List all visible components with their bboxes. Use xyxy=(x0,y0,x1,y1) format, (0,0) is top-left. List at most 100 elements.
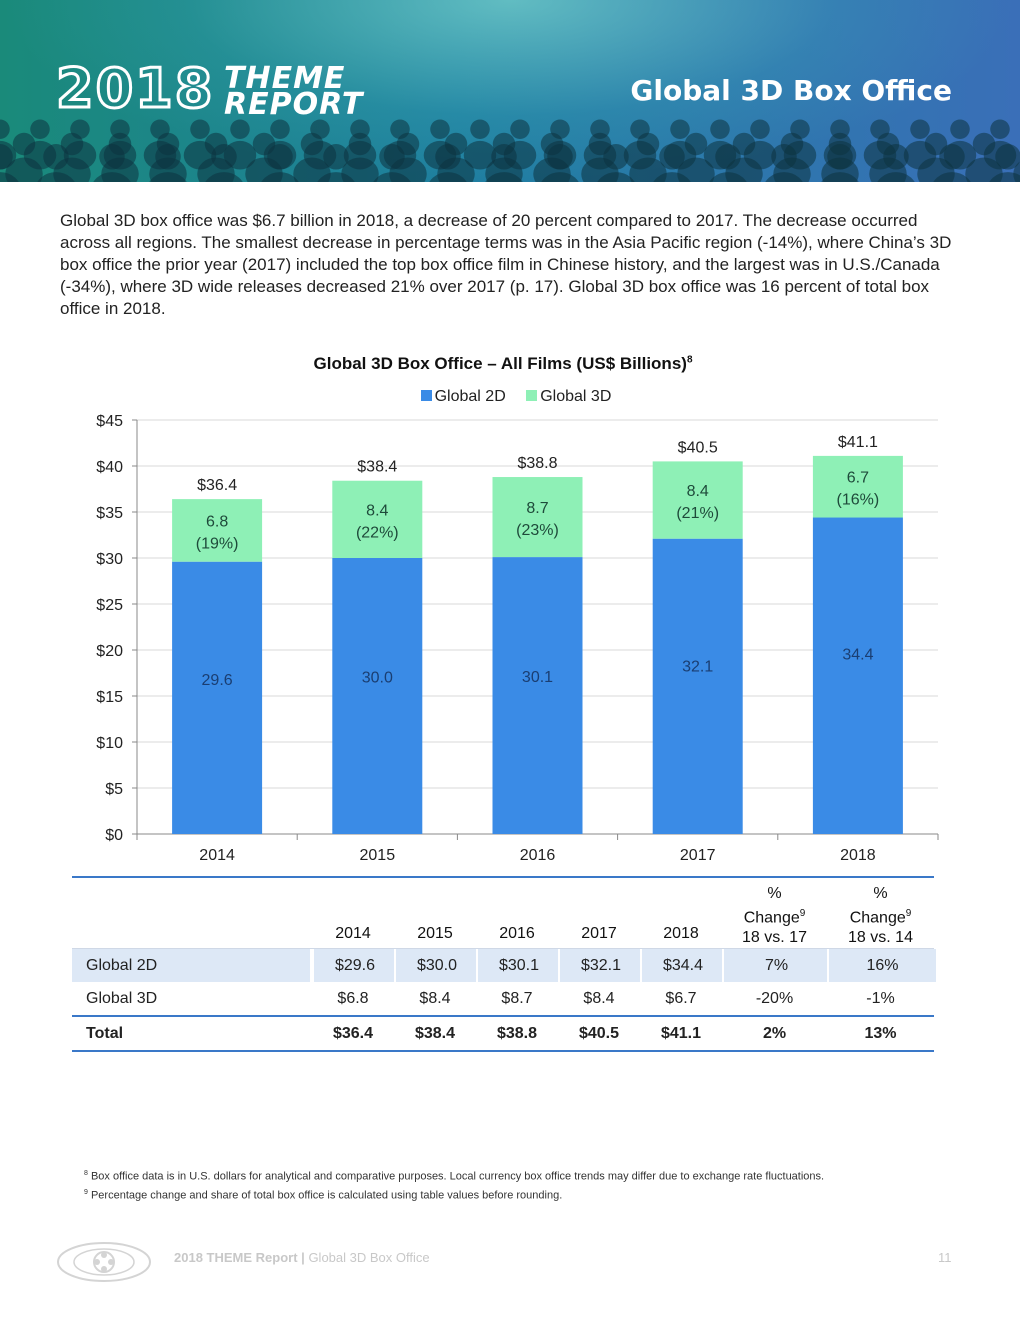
data-label-2d: 34.4 xyxy=(842,647,873,664)
table-cell-change-18v14: 16% xyxy=(827,949,936,982)
table-top-rule xyxy=(72,876,934,878)
table-header-row: 2014 2015 2016 2017 2018 % Change9 18 vs… xyxy=(72,878,934,948)
data-label-2d: 30.0 xyxy=(362,670,393,687)
legend-swatch-2d xyxy=(420,390,432,401)
page-title: Global 3D Box Office xyxy=(630,74,952,107)
table-cell-change-18v14: -1% xyxy=(866,990,895,1007)
table-cell-change-18v17: -20% xyxy=(755,990,794,1007)
total-label: $38.8 xyxy=(517,455,557,472)
page-footer: 2018 THEME Report | Global 3D Box Office… xyxy=(0,1236,1020,1286)
x-tick-label: 2018 xyxy=(840,847,876,864)
page-number: 11 xyxy=(938,1250,952,1265)
data-label-3d-share: (21%) xyxy=(676,505,719,522)
bar-global-3d-2017 xyxy=(652,461,743,539)
data-label-2d: 29.6 xyxy=(202,672,233,689)
table-cell: $6.8 xyxy=(337,990,369,1007)
stacked-bar-chart: $0 $5 $10 $15 $20 $25 $30 $35 $40 $45 29.6 6.8 (19%)… xyxy=(96,413,939,864)
footnote-text: Percentage change and share of total box… xyxy=(90,1189,563,1202)
table-cell-change-18v14: 13% xyxy=(864,1025,897,1042)
change-period: 18 vs. 17 xyxy=(742,929,807,947)
y-tick-label: $35 xyxy=(96,505,123,522)
y-tick-label: $10 xyxy=(96,735,123,752)
bar-global-2d-2016 xyxy=(492,557,583,834)
x-tick-label: 2017 xyxy=(680,847,716,864)
chart-title-text: Global 3D Box Office – All Films (US$ Bi… xyxy=(313,354,687,373)
y-tick-label: $15 xyxy=(96,689,123,706)
change-label: Change9 xyxy=(722,904,827,928)
table-cell: $8.7 xyxy=(501,990,533,1007)
table-cell: $38.4 xyxy=(414,1025,456,1042)
logo-theme-report: THEME REPORT xyxy=(224,64,364,122)
footnote-number: 9 xyxy=(84,1188,88,1196)
bar-global-2d-2017 xyxy=(652,538,743,834)
legend-swatch-3d xyxy=(526,390,538,401)
footnote-number: 8 xyxy=(84,1170,88,1177)
footer-text: 2018 THEME Report | Global 3D Box Office xyxy=(174,1250,430,1265)
table-cell: $40.5 xyxy=(578,1025,620,1042)
table-cell: $30.0 xyxy=(394,949,478,982)
footnote-8: 8 Box office data is in U.S. dollars for… xyxy=(84,1166,824,1185)
table-cell: $32.1 xyxy=(558,949,642,982)
chart-title-footnote: 8 xyxy=(686,354,693,366)
logo-line-report: REPORT xyxy=(224,86,364,122)
x-tick-label: 2016 xyxy=(520,847,556,864)
legend-item-3d: Global 3D xyxy=(526,388,611,406)
chart-title: Global 3D Box Office – All Films (US$ Bi… xyxy=(0,354,1006,374)
x-tick-label: 2015 xyxy=(360,847,396,864)
header-banner: 2018 THEME REPORT Global 3D Box Office xyxy=(0,0,1020,182)
row-label: Total xyxy=(86,1025,124,1042)
table-cell: $8.4 xyxy=(419,990,451,1007)
data-label-3d-share: (16%) xyxy=(837,492,880,509)
table-cell: $8.4 xyxy=(583,990,615,1007)
bar-global-3d-2014 xyxy=(172,499,263,562)
table-cell: $38.8 xyxy=(496,1025,538,1042)
change-period: 18 vs. 14 xyxy=(848,929,913,947)
data-label-2d: 32.1 xyxy=(682,659,713,676)
col-header-2014: 2014 xyxy=(335,925,371,942)
row-label: Global 2D xyxy=(72,949,310,982)
box-office-table: 2014 2015 2016 2017 2018 % Change9 18 vs… xyxy=(72,876,936,1052)
change-word: Change xyxy=(743,909,800,927)
change-word: Change xyxy=(849,909,906,927)
y-tick-label: $25 xyxy=(96,597,123,614)
table-bottom-rule xyxy=(72,1050,934,1052)
x-tick-label: 2014 xyxy=(199,847,235,864)
footnotes: 8 Box office data is in U.S. dollars for… xyxy=(84,1166,824,1203)
table-cell: $29.6 xyxy=(312,949,396,982)
table-row-global-3d: Global 3D $6.8 $8.4 $8.7 $8.4 $6.7 -20% -1% xyxy=(72,982,934,1015)
bar-global-3d-2015 xyxy=(332,480,423,558)
chart-legend: Global 2D Global 3D xyxy=(0,388,1020,406)
table-row-total: Total $36.4 $38.4 $38.8 $40.5 $41.1 2% 13% xyxy=(72,1017,934,1050)
col-header-2016: 2016 xyxy=(499,925,535,942)
col-header-2015: 2015 xyxy=(417,925,453,942)
data-label-3d-share: (19%) xyxy=(196,535,239,552)
bar-global-2d-2015 xyxy=(332,558,423,834)
footnote-9: 9 Percentage change and share of total b… xyxy=(84,1185,824,1204)
data-label-2d: 30.1 xyxy=(522,669,553,686)
col-header-change-18v17: % Change9 18 vs. 17 xyxy=(722,884,827,948)
change-footnote: 9 xyxy=(799,908,806,919)
film-reel-logo-icon xyxy=(57,1242,151,1282)
y-tick-label: $40 xyxy=(96,459,123,476)
row-label: Global 3D xyxy=(86,990,158,1007)
y-tick-label: $45 xyxy=(96,413,123,430)
table-cell: $41.1 xyxy=(660,1025,702,1042)
pct-symbol: % xyxy=(767,885,782,902)
table-cell: $34.4 xyxy=(640,949,724,982)
data-label-3d: 8.7 xyxy=(526,500,548,517)
data-label-3d: 6.7 xyxy=(847,470,869,487)
col-header-2018: 2018 xyxy=(663,925,699,942)
y-tick-label: $30 xyxy=(96,551,123,568)
y-tick-label: $5 xyxy=(105,781,123,798)
bar-global-2d-2018 xyxy=(812,517,903,834)
legend-label-2d: Global 2D xyxy=(434,388,506,405)
table-cell: $6.7 xyxy=(665,990,697,1007)
data-label-3d-share: (22%) xyxy=(356,524,399,541)
col-header-change-18v14: % Change9 18 vs. 14 xyxy=(827,884,934,948)
bar-global-2d-2014 xyxy=(172,561,263,834)
total-label: $38.4 xyxy=(357,459,397,476)
change-footnote: 9 xyxy=(905,908,912,919)
audience-silhouette-graphic xyxy=(0,119,1020,182)
bar-global-3d-2018 xyxy=(812,455,903,518)
table-total-rule xyxy=(72,1015,934,1017)
